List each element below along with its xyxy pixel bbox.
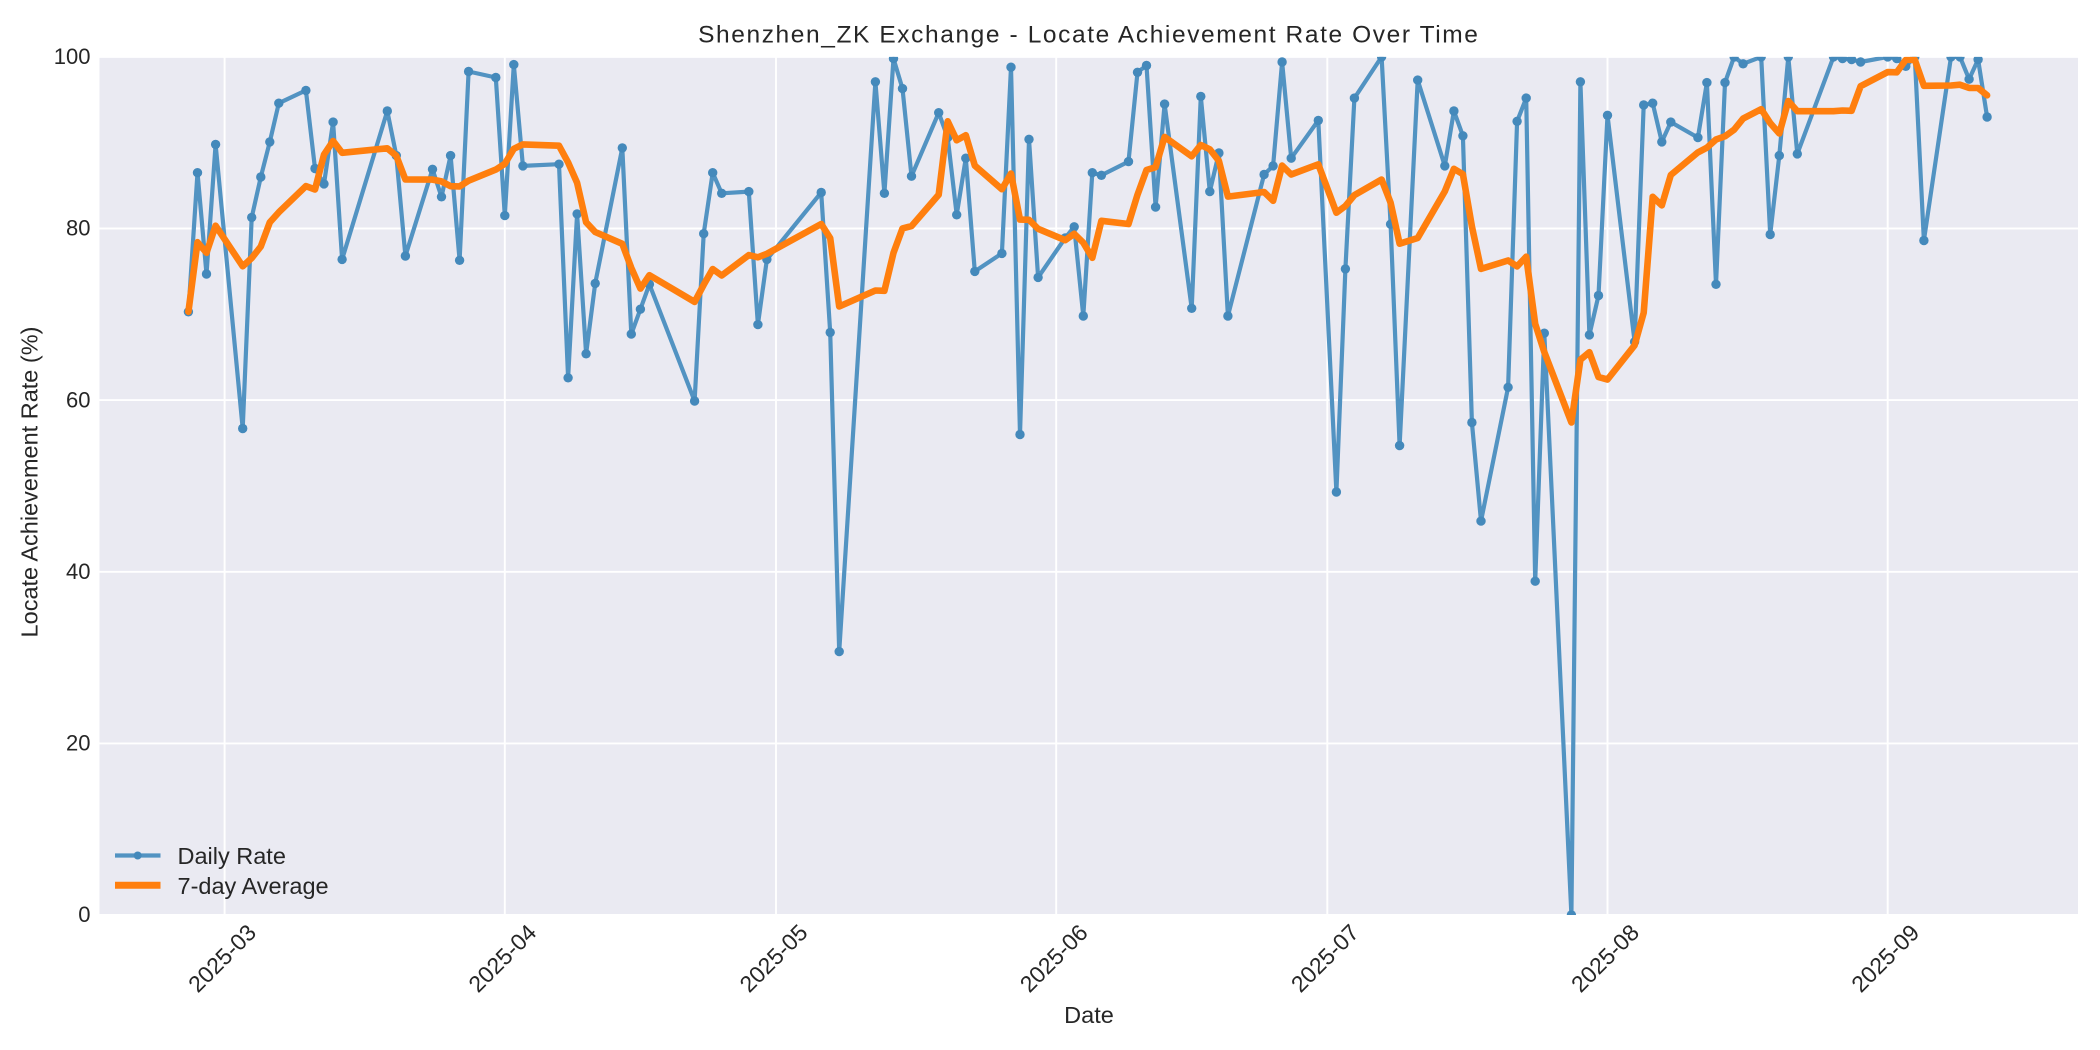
svg-text:0: 0 [78,902,90,927]
svg-text:Daily Rate: Daily Rate [178,843,286,869]
svg-text:40: 40 [66,559,90,584]
svg-text:80: 80 [66,216,90,241]
svg-text:60: 60 [66,387,90,412]
svg-text:7-day Average: 7-day Average [178,873,329,899]
svg-text:100: 100 [54,44,91,69]
svg-text:Shenzhen_ZK Exchange - Locate: Shenzhen_ZK Exchange - Locate Achievemen… [698,21,1479,48]
svg-text:Date: Date [1064,1002,1114,1028]
svg-text:Locate Achievement Rate (%): Locate Achievement Rate (%) [17,327,43,638]
svg-text:20: 20 [66,731,90,756]
